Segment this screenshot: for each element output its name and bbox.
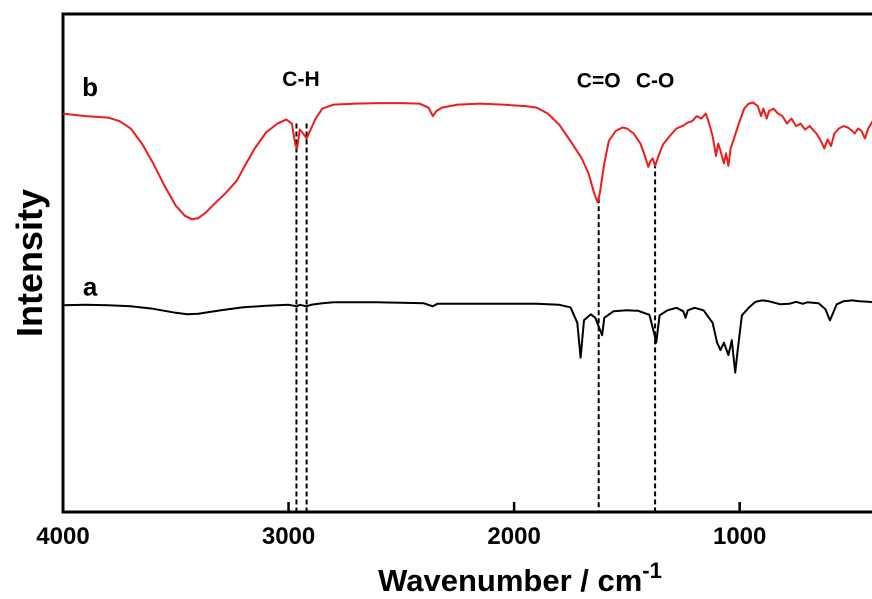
trace-label-b: b	[82, 72, 98, 102]
x-tick-label-2000: 2000	[487, 523, 540, 550]
x-tick-label-4000: 4000	[36, 523, 89, 550]
x-axis-label-superscript: -1	[642, 558, 662, 583]
x-axis-ticks: 4000 3000 2000 1000	[36, 502, 766, 550]
trace-label-a: a	[83, 271, 98, 301]
chart-labels: a b C-H C=O C-O	[82, 68, 674, 301]
y-axis-label: Intensity	[9, 189, 50, 337]
x-axis-label-main: Wavenumber / cm	[378, 563, 642, 598]
x-tick-label-1000: 1000	[713, 523, 766, 550]
series-line-a	[62, 299, 872, 374]
series-layer	[62, 101, 872, 374]
x-axis-label: Wavenumber / cm-1	[378, 558, 662, 598]
series-line-b	[62, 101, 872, 221]
band-marker-lines	[295, 123, 657, 512]
plot-area-frame	[61, 12, 872, 514]
x-tick-label-3000: 3000	[262, 523, 315, 550]
band-label-c-o: C=O	[577, 70, 621, 93]
band-label-c-o: C-O	[636, 70, 675, 93]
band-label-c-h: C-H	[282, 68, 319, 91]
